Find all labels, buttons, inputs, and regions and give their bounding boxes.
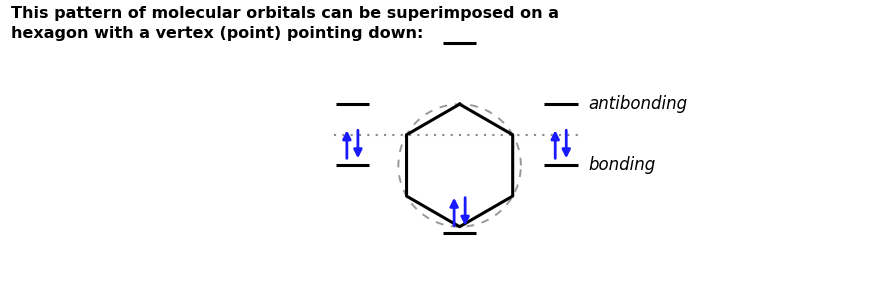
Text: antibonding: antibonding <box>587 95 687 113</box>
Text: bonding: bonding <box>587 156 655 175</box>
Text: This pattern of molecular orbitals can be superimposed on a
hexagon with a verte: This pattern of molecular orbitals can b… <box>11 6 559 41</box>
